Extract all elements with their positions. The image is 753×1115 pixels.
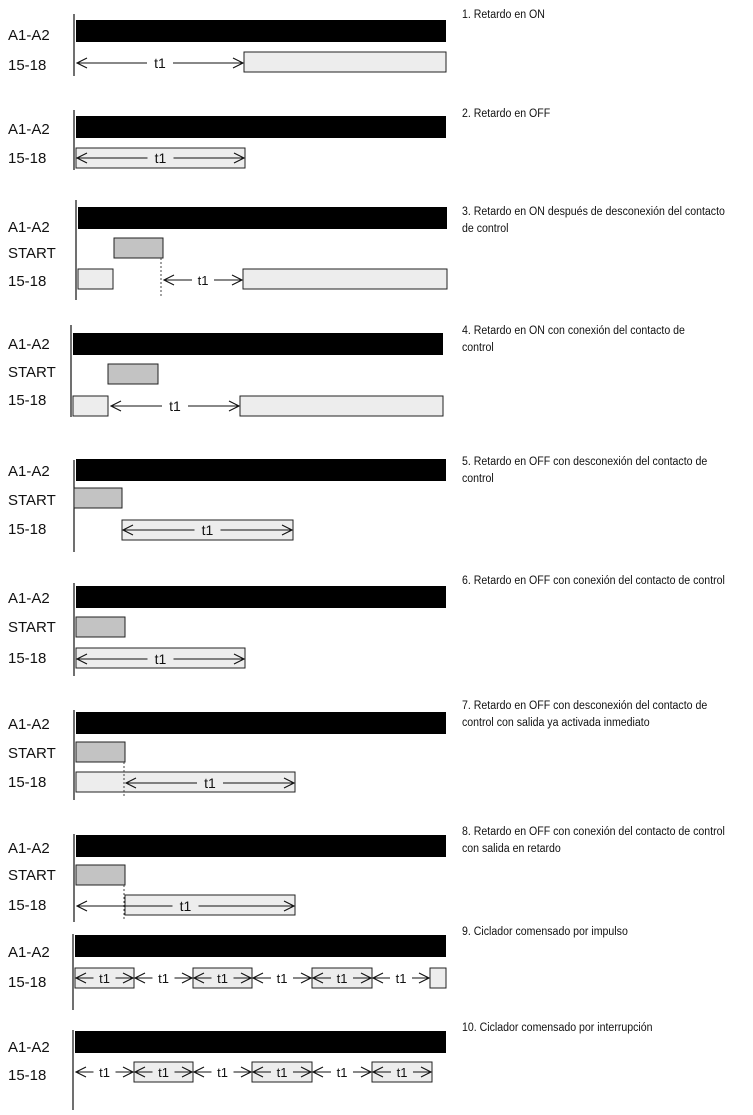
label-start: START	[8, 492, 56, 509]
label-supply: A1-A2	[8, 219, 50, 236]
start-pulse	[75, 741, 126, 763]
output-bar	[239, 395, 444, 417]
t1-label: t1	[396, 971, 407, 986]
t1-label: t1	[204, 775, 216, 791]
diagram-8: A1-A2 START 15-18 t1	[8, 834, 446, 922]
t1-label: t1	[158, 971, 169, 986]
caption-7: 7. Retardo en OFF con desconexión del co…	[462, 700, 708, 729]
caption-3: 3. Retardo en ON después de desconexión …	[462, 206, 725, 235]
diagram-1: A1-A2 15-18 t1	[8, 14, 447, 76]
supply-bar	[76, 20, 446, 42]
label-supply: A1-A2	[8, 840, 50, 857]
label-supply: A1-A2	[8, 590, 50, 607]
label-start: START	[8, 245, 56, 262]
label-supply: A1-A2	[8, 121, 50, 138]
label-output: 15-18	[8, 273, 46, 290]
label-output: 15-18	[8, 521, 46, 538]
label-supply: A1-A2	[8, 1039, 50, 1056]
supply-bar	[76, 459, 446, 481]
caption-1: 1. Retardo en ON	[462, 9, 545, 21]
output-bar	[429, 967, 447, 989]
t1-label: t1	[198, 273, 209, 288]
supply-bar	[76, 116, 446, 138]
caption-6: 6. Retardo en OFF con conexión del conta…	[462, 575, 725, 587]
label-supply: A1-A2	[8, 336, 50, 353]
caption-5: 5. Retardo en OFF con desconexión del co…	[462, 456, 708, 485]
supply-bar	[75, 1031, 446, 1053]
t1-label: t1	[202, 522, 214, 538]
caption-10: 10. Ciclador comensado por interrupción	[462, 1022, 653, 1034]
label-supply: A1-A2	[8, 944, 50, 961]
t1-label: t1	[397, 1065, 408, 1080]
t1-label: t1	[154, 55, 166, 71]
diagram-3: A1-A2 START 15-18 t1	[8, 200, 448, 300]
label-output: 15-18	[8, 150, 46, 167]
diagram-9: A1-A2 15-18 t1 t1 t1 t1 t1 t1	[8, 934, 447, 1010]
caption-2: 2. Retardo en OFF	[462, 108, 551, 120]
t1-label: t1	[337, 1065, 348, 1080]
t1-label: t1	[217, 1065, 228, 1080]
t1-label: t1	[169, 398, 181, 414]
caption-8: 8. Retardo en OFF con conexión del conta…	[462, 826, 725, 855]
diagram-5: A1-A2 START 15-18 t1	[8, 459, 446, 552]
supply-bar	[76, 835, 446, 857]
diagram-4: A1-A2 START 15-18 t1	[8, 325, 444, 417]
t1-label: t1	[155, 150, 167, 166]
label-supply: A1-A2	[8, 27, 50, 44]
output-bar	[77, 268, 114, 290]
t1-label: t1	[180, 898, 192, 914]
label-output: 15-18	[8, 774, 46, 791]
diagram-10: A1-A2 15-18 t1 t1 t1 t1 t1 t1	[8, 1030, 446, 1110]
t1-label: t1	[155, 651, 167, 667]
label-output: 15-18	[8, 897, 46, 914]
t1-label: t1	[277, 971, 288, 986]
label-start: START	[8, 364, 56, 381]
t1-label: t1	[337, 971, 348, 986]
label-output: 15-18	[8, 57, 46, 74]
supply-bar	[73, 333, 443, 355]
output-bar	[243, 51, 447, 73]
label-start: START	[8, 745, 56, 762]
output-bar	[242, 268, 448, 290]
output-bar	[124, 894, 296, 916]
label-output: 15-18	[8, 650, 46, 667]
t1-label: t1	[277, 1065, 288, 1080]
supply-bar	[78, 207, 447, 229]
diagram-2: A1-A2 15-18 t1	[8, 110, 446, 170]
start-pulse	[75, 864, 126, 886]
label-start: START	[8, 619, 56, 636]
caption-9: 9. Ciclador comensado por impulso	[462, 926, 628, 938]
label-supply: A1-A2	[8, 463, 50, 480]
t1-label: t1	[99, 971, 110, 986]
t1-label: t1	[158, 1065, 169, 1080]
start-pulse	[73, 487, 123, 509]
output-bar	[75, 771, 296, 793]
supply-bar	[75, 935, 446, 957]
start-pulse	[107, 363, 159, 385]
supply-bar	[76, 712, 446, 734]
label-output: 15-18	[8, 392, 46, 409]
supply-bar	[76, 586, 446, 608]
label-output: 15-18	[8, 974, 46, 991]
start-pulse	[113, 237, 164, 259]
t1-label: t1	[99, 1065, 110, 1080]
output-bar	[72, 395, 109, 417]
diagram-6: A1-A2 START 15-18 t1	[8, 583, 446, 676]
caption-4: 4. Retardo en ON con conexión del contac…	[462, 325, 685, 354]
label-supply: A1-A2	[8, 716, 50, 733]
label-start: START	[8, 867, 56, 884]
start-pulse	[75, 616, 126, 638]
t1-label: t1	[217, 971, 228, 986]
label-output: 15-18	[8, 1067, 46, 1084]
diagram-7: A1-A2 START 15-18 t1	[8, 710, 446, 800]
